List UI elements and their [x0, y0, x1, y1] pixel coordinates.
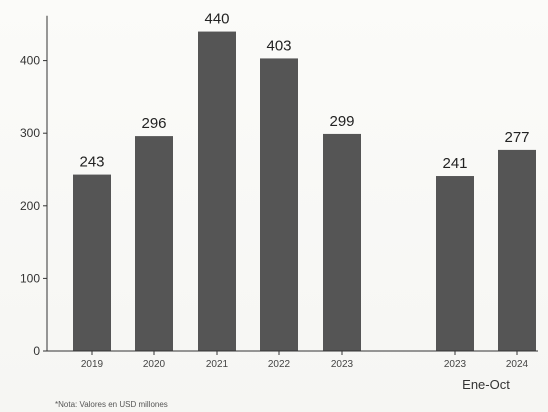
x-tick-label: 2021 [206, 359, 229, 370]
x-axis: 2019 2020 2021 2022 2023 2023 2024 [47, 350, 538, 370]
data-label-3: 403 [266, 37, 291, 54]
bar-6 [498, 149, 536, 351]
data-label-5: 241 [442, 155, 467, 172]
x-tick-label: 2022 [268, 359, 291, 370]
y-tick-label: 300 [20, 126, 40, 140]
bar-4 [323, 133, 361, 351]
bars: 243 296 440 403 299 241 277 [73, 11, 536, 352]
x-tick-label: 2023 [331, 359, 354, 370]
x-tick-label: 2019 [81, 359, 104, 370]
y-tick-label: 100 [20, 271, 40, 285]
y-tick-label: 0 [33, 344, 40, 358]
x-tick-label: 2020 [143, 359, 166, 370]
data-label-0: 243 [79, 154, 104, 171]
group-label-ene-oct: Ene-Oct [462, 377, 510, 392]
data-label-1: 296 [141, 115, 166, 132]
bar-5 [436, 176, 474, 351]
bar-1 [135, 136, 173, 351]
bar-2 [198, 31, 236, 352]
x-tick-label: 2024 [506, 359, 529, 370]
bar-0 [73, 174, 111, 351]
data-label-6: 277 [504, 129, 529, 146]
y-tick-label: 200 [20, 199, 40, 213]
x-tick-label: 2023 [444, 359, 467, 370]
footnote: *Nota: Valores en USD millones [55, 400, 168, 409]
data-label-4: 299 [329, 113, 354, 130]
y-tick-label: 400 [20, 54, 40, 68]
bar-3 [260, 58, 298, 352]
data-label-2: 440 [204, 11, 229, 28]
y-axis: 0 100 200 300 400 [20, 15, 48, 358]
